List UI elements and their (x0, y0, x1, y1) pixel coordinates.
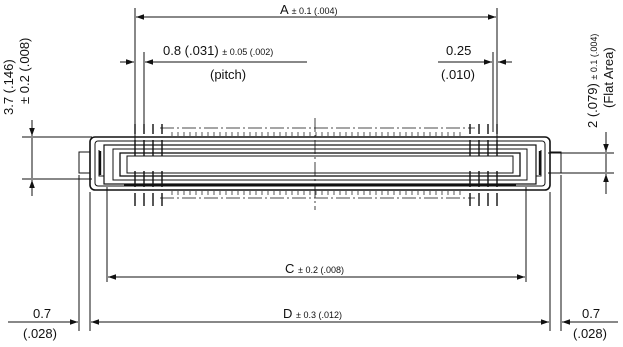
height-tolerance: ± 0.2 (.008) (17, 37, 32, 104)
right-edge-value: 0.7 (582, 306, 601, 321)
left-edge-inch: (.028) (23, 326, 57, 341)
dimension-d (8, 175, 618, 331)
dimension-pitch (120, 52, 307, 132)
dimension-flat (548, 132, 614, 194)
dimension-d-label: D ± 0.3 (.012) (283, 306, 342, 321)
dimension-c (106, 187, 527, 282)
dimension-a (134, 8, 498, 142)
pitch-value: 0.8 (.031) ± 0.05 (.002) (163, 43, 274, 58)
flat-note: (Flat Area) (601, 47, 616, 108)
connector-body (78, 136, 562, 191)
center-lines (160, 118, 475, 210)
dimension-width (438, 52, 512, 132)
width-inch: (.010) (441, 67, 475, 82)
dimension-c-label: C ± 0.2 (.008) (285, 261, 344, 276)
height-value: 3.7 (.146) (1, 59, 16, 115)
dimension-height (22, 120, 92, 196)
flat-value: 2 (.079) ± 0.1 (.004) (585, 33, 600, 128)
width-value: 0.25 (446, 43, 472, 58)
right-edge-inch: (.028) (573, 326, 607, 341)
dimension-a-label: A ± 0.1 (.004) (280, 2, 338, 17)
left-edge-value: 0.7 (33, 306, 52, 321)
pitch-note: (pitch) (210, 67, 247, 82)
